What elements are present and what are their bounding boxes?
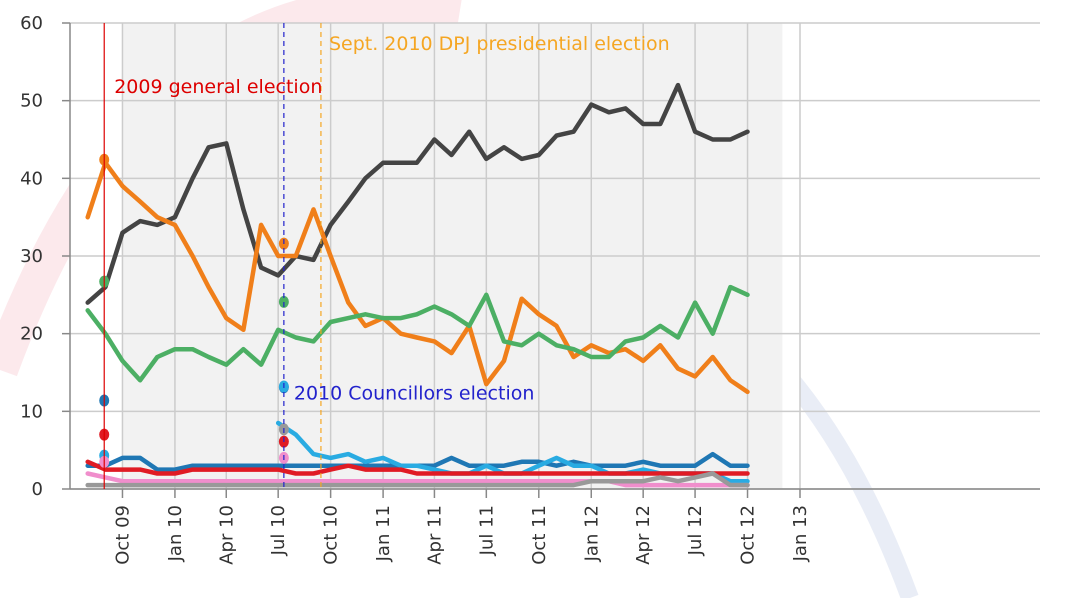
y-tick-label: 50 <box>20 91 43 112</box>
x-tick-label: Jan 13 <box>790 505 811 562</box>
axes <box>62 22 1040 498</box>
y-tick-label: 40 <box>20 168 43 189</box>
x-tick-label: Jan 11 <box>373 505 394 562</box>
series-line-2 <box>85 284 750 383</box>
x-tick-label: Jul 12 <box>685 505 706 556</box>
x-tick-label: Oct 09 <box>112 505 133 565</box>
x-axis-tick-labels: Oct 09 Jan 10 Apr 10 Jul 10 Oct 10 Jan 11 Apr … <box>112 505 811 565</box>
x-tick-label: Jul 10 <box>268 505 289 556</box>
series-line-7 <box>85 471 750 488</box>
series-line-5 <box>85 459 750 476</box>
annotation-label: 2009 general election <box>114 76 322 98</box>
election-result-point <box>278 295 289 308</box>
x-tick-label: Jan 10 <box>165 505 186 562</box>
annotation-label: 2010 Councillors election <box>294 383 535 405</box>
y-tick-label: 20 <box>20 324 43 345</box>
series-line-6 <box>85 471 750 488</box>
series-line-0 <box>85 82 750 305</box>
x-tick-label: Oct 12 <box>738 505 759 565</box>
x-tick-label: Apr 10 <box>216 505 237 565</box>
y-tick-label: 30 <box>20 246 43 267</box>
x-tick-label: Apr 12 <box>633 505 654 565</box>
y-tick-label: 60 <box>20 13 43 34</box>
series-line-1 <box>85 160 750 395</box>
x-tick-label: Apr 11 <box>424 505 445 565</box>
x-tick-label: Jul 11 <box>476 505 497 556</box>
x-tick-label: Oct 11 <box>529 505 550 565</box>
y-tick-label: 0 <box>32 479 43 500</box>
annotations: 2009 general election 2010 Councillors el… <box>103 23 670 489</box>
y-tick-label: 10 <box>20 401 43 422</box>
x-tick-label: Oct 10 <box>321 505 342 565</box>
series-lines <box>85 82 750 488</box>
y-axis-tick-labels: 0 10 20 30 40 50 60 <box>20 13 43 500</box>
x-tick-label: Jan 12 <box>581 505 602 562</box>
annotation-label: Sept. 2010 DPJ presidential election <box>329 33 670 55</box>
